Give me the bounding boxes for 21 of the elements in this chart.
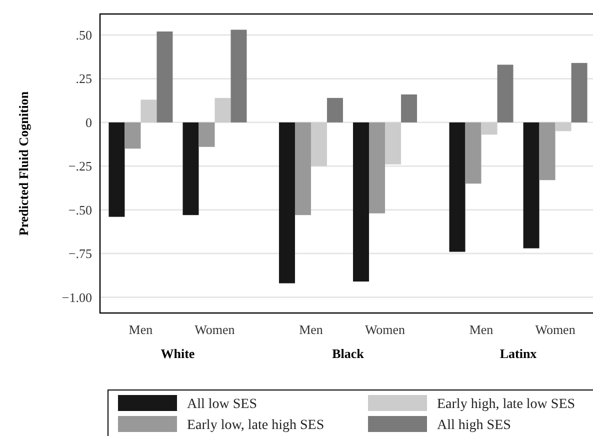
x-tick-label: Men xyxy=(469,322,494,337)
y-tick-label: −.25 xyxy=(68,158,92,174)
legend-label: All high SES xyxy=(437,418,511,433)
x-tick-label: Men xyxy=(299,322,324,337)
legend-label: Early high, late low SES xyxy=(437,397,576,412)
y-tick-label: −1.00 xyxy=(62,290,92,305)
y-tick-label: −.75 xyxy=(68,246,92,262)
y-axis-title: Predicted Fluid Cognition xyxy=(16,90,31,236)
text: White xyxy=(160,346,195,361)
x-tick-label: Women xyxy=(535,322,576,337)
y-tick-label: −.50 xyxy=(68,202,92,218)
x-tick-label: Women xyxy=(364,322,406,337)
x-tick-label: Women xyxy=(194,322,236,337)
text: Latinx xyxy=(500,346,538,361)
x-tick-label: Men xyxy=(128,322,154,337)
y-tick-label: 0 xyxy=(86,114,92,130)
text: Black xyxy=(332,346,365,361)
y-tick-label: .50 xyxy=(76,28,92,43)
legend-label: All low SES xyxy=(187,397,258,412)
legend-label: Early low, late high SES xyxy=(187,418,324,433)
y-tick-label: .25 xyxy=(76,71,92,86)
